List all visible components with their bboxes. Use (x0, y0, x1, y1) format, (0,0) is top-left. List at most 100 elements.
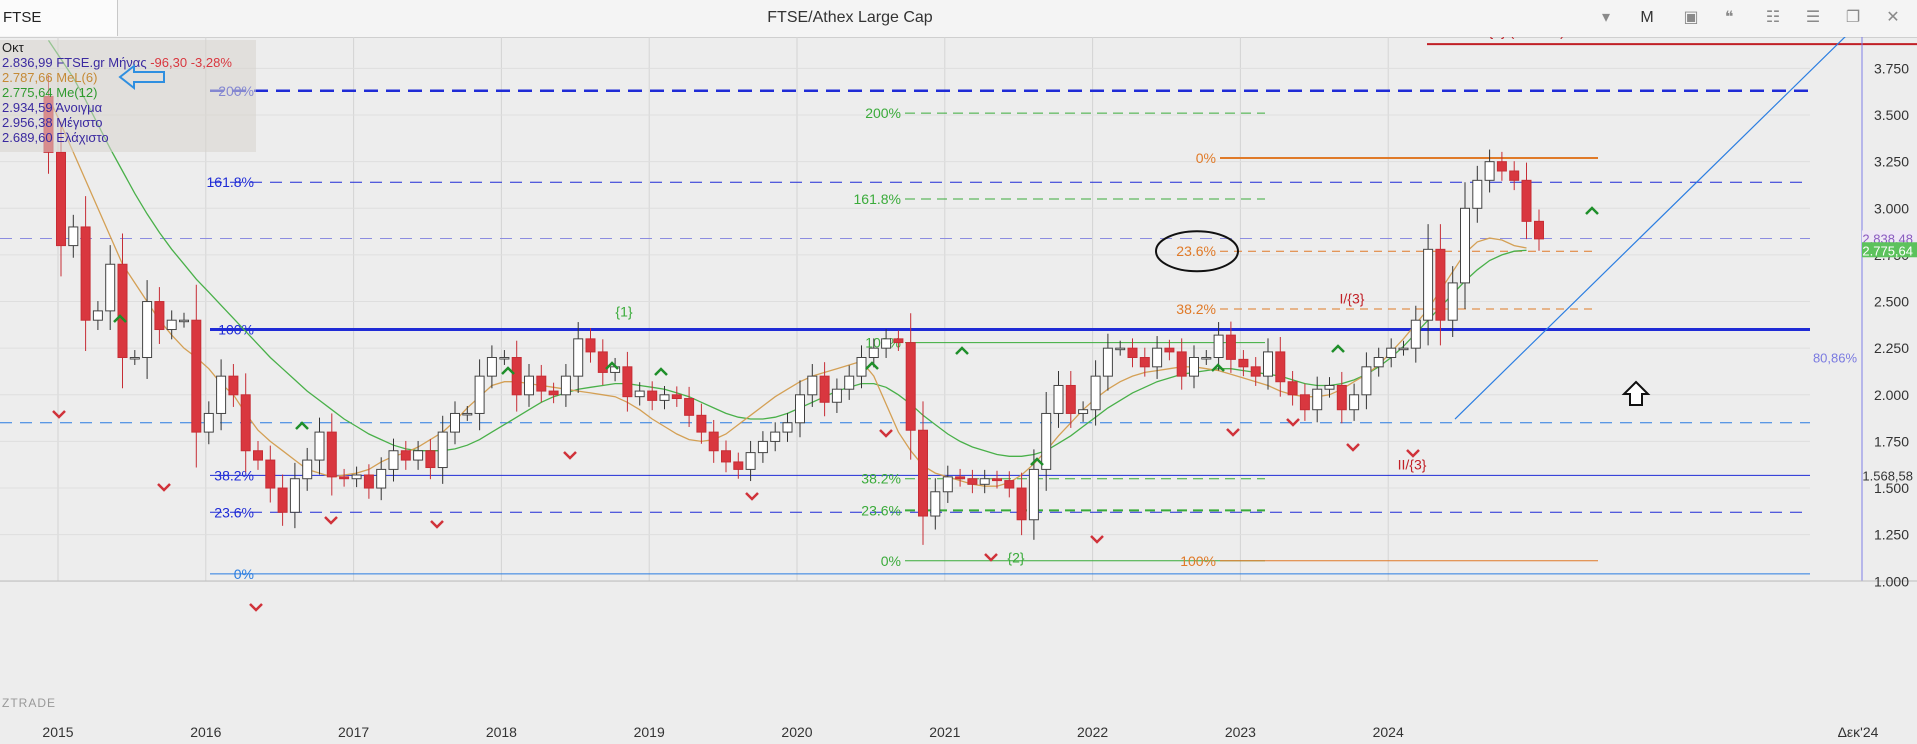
high-value: 2.956,38 (2, 115, 53, 130)
candle (437, 415, 448, 484)
candle-body (868, 347, 879, 358)
pivot-low-marker (157, 483, 171, 492)
candle (388, 438, 399, 482)
candle-body (388, 450, 399, 470)
price-chart[interactable]: 261.8%200%161.8%100%38.2%23.6%0%261.8%20… (0, 37, 1917, 744)
close-value: 2.836,99 (2, 55, 53, 70)
pivot-low-marker (430, 520, 444, 529)
candle-body (105, 263, 116, 312)
pivot-low-marker (249, 603, 263, 612)
candle (400, 440, 411, 470)
candle-body (524, 375, 534, 396)
candle-body (265, 459, 276, 489)
pivot-high-marker (295, 421, 309, 430)
candle-body (1447, 282, 1458, 321)
candle-body (1090, 375, 1101, 411)
candle (413, 440, 424, 470)
high-label: Μέγιστο (56, 115, 103, 130)
legend-panel: Οκτ 2.836,99 FTSE.gr Μήνας -96,30 -3,28%… (0, 40, 256, 152)
candle-body (622, 366, 633, 398)
candle (1447, 266, 1458, 337)
candle (351, 466, 362, 488)
comment-icon[interactable]: ❝ (1724, 9, 1734, 26)
candle (240, 373, 251, 473)
open-label: Άνοιγμα (55, 100, 103, 115)
wave-projection-label: III/{3} (Ix1.618) (1473, 37, 1565, 39)
pivot-high-marker (865, 361, 879, 370)
candle (585, 328, 596, 363)
y-tick-label: 2.250 (1874, 340, 1909, 356)
candle-body (795, 394, 805, 424)
candle-body (1263, 351, 1273, 377)
candle (1398, 340, 1409, 356)
candle (314, 417, 325, 475)
candle (1484, 149, 1495, 193)
candle-body (1349, 394, 1360, 411)
candle (942, 465, 953, 503)
candle (1521, 162, 1532, 240)
candle-body (671, 394, 682, 400)
pivot-low-marker (563, 451, 577, 460)
candle-body (1004, 480, 1015, 489)
axes: 1.0001.2501.5001.7502.0002.2502.5002.750… (0, 37, 1917, 740)
x-tick-label: 2022 (1077, 724, 1108, 740)
candle (1361, 352, 1372, 410)
menu-icon[interactable]: ☰ (1805, 9, 1821, 26)
candle (68, 214, 79, 258)
candle-body (548, 390, 559, 396)
y-tick-label: 1.250 (1874, 527, 1909, 543)
close-icon[interactable]: ✕ (1886, 9, 1900, 26)
symbol-field[interactable]: FTSE (0, 0, 118, 36)
candle-body (376, 468, 387, 489)
candle (363, 464, 374, 499)
wave-label: {1} (615, 303, 632, 319)
x-tick-label: 2018 (486, 724, 517, 740)
candle (807, 364, 818, 407)
candle-body (659, 394, 670, 401)
candle (1041, 392, 1052, 491)
candle (1509, 161, 1520, 191)
fib-level-label: 0% (234, 566, 254, 582)
panel-icon[interactable]: ▣ (1683, 9, 1699, 26)
x-tick-label: 2020 (781, 724, 812, 740)
candle-body (597, 351, 608, 373)
candle-body (129, 357, 140, 360)
wave-label: I/{3} (1340, 290, 1365, 306)
wave-label: II/{3} (1398, 456, 1427, 472)
y-tick-label: 3.750 (1874, 60, 1909, 76)
candle-body (400, 450, 411, 461)
candle (1004, 471, 1015, 498)
lock-icon[interactable]: ☷ (1765, 9, 1781, 26)
candle (1534, 209, 1544, 251)
candle-body (1250, 366, 1261, 377)
green-fib-label: 161.8% (854, 191, 901, 207)
candle (265, 445, 276, 503)
candle-body (511, 357, 522, 396)
y-tick-label: 1.000 (1874, 573, 1909, 589)
candle (1164, 339, 1175, 361)
candle-body (1176, 351, 1187, 377)
legend-close: 2.836,99 FTSE.gr Μήνας -96,30 -3,28% (2, 55, 232, 70)
restore-icon[interactable]: ❐ (1845, 9, 1861, 26)
candle (560, 364, 571, 407)
open-value: 2.934,59 (2, 100, 53, 115)
candle (376, 457, 387, 501)
pivot-high-marker (501, 366, 515, 375)
candle-body (425, 450, 436, 469)
candle-body (1398, 347, 1409, 351)
period-button[interactable]: M (1640, 9, 1654, 26)
candle (1139, 347, 1150, 377)
candle-body (462, 412, 473, 416)
candle (253, 440, 263, 470)
pivot-high-marker (654, 367, 668, 376)
candle (1102, 333, 1113, 391)
candle-body (1312, 388, 1323, 411)
candle-body (1534, 220, 1544, 240)
candle (881, 329, 892, 358)
orange-fib-label: 0% (1196, 150, 1216, 166)
chevron-down-icon[interactable]: ▾ (1601, 9, 1611, 26)
candle (733, 452, 744, 479)
candle (671, 386, 682, 407)
candle-body (918, 429, 928, 517)
candle (1176, 338, 1187, 390)
